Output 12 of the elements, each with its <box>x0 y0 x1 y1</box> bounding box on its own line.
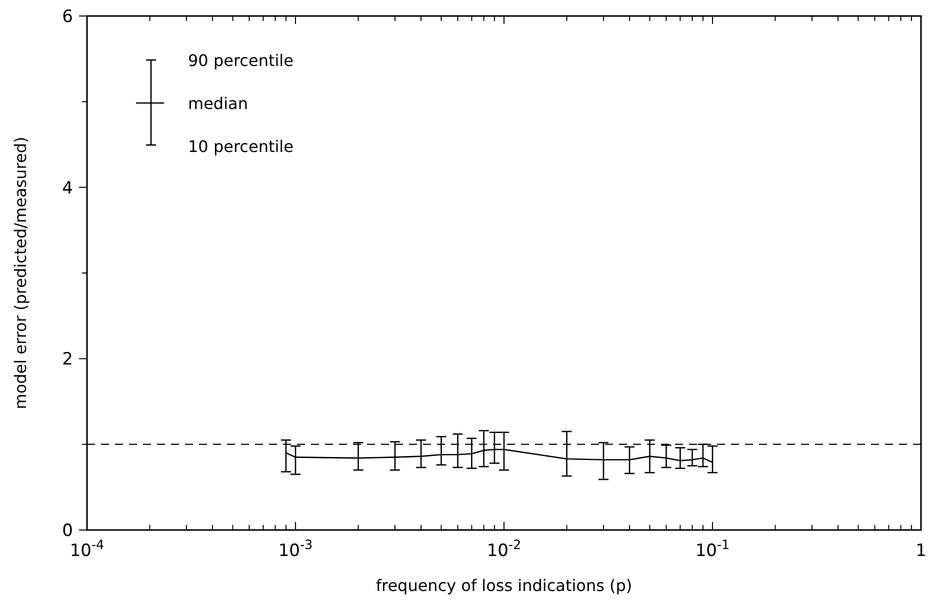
y-tick-label: 6 <box>62 7 73 27</box>
annotation: 10 percentile <box>188 137 294 156</box>
x-tick-label: 10$^{-1}$ <box>695 538 730 561</box>
annotation: 90 percentile <box>188 51 294 70</box>
annotation: median <box>188 94 248 113</box>
x-tick-label: 1 <box>916 541 926 561</box>
y-tick-label: 4 <box>62 178 73 198</box>
y-axis-title: model error (predicted/measured) <box>11 136 30 410</box>
x-tick-label: 10$^{-2}$ <box>486 538 522 561</box>
x-tick-label: 10$^{-3}$ <box>278 538 313 561</box>
x-axis-title: frequency of loss indications (p) <box>376 576 632 595</box>
y-tick-label: 2 <box>62 350 73 370</box>
